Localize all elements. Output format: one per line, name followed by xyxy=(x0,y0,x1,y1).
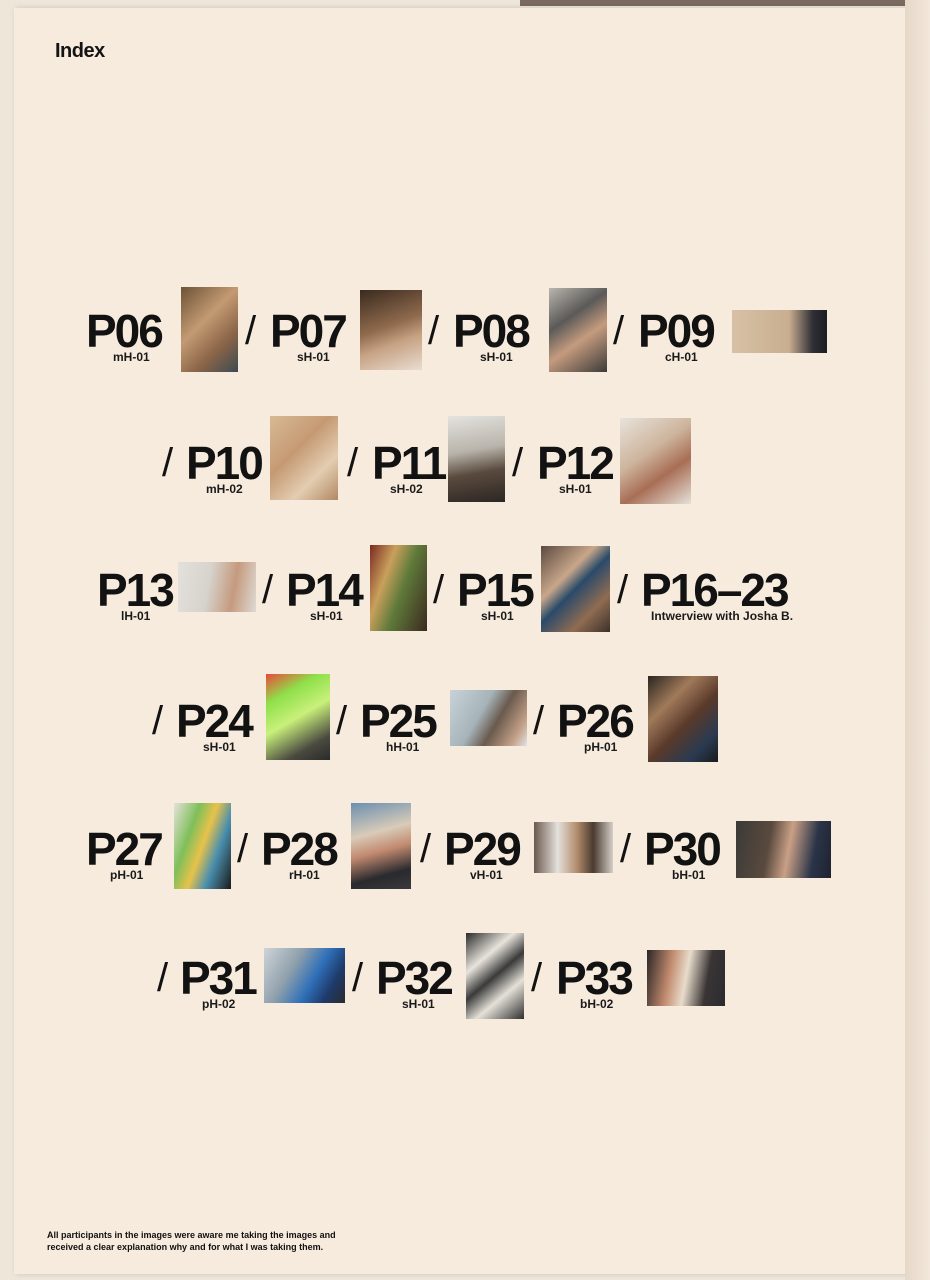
thumbnail-image xyxy=(450,690,527,746)
separator-slash: / xyxy=(512,441,524,485)
page-number: P10 xyxy=(186,437,264,489)
photo-code: sH-01 xyxy=(297,350,330,364)
thumbnail-image xyxy=(370,545,427,631)
thumbnail-image xyxy=(351,803,411,889)
thumbnail-image xyxy=(534,822,613,873)
thumbnail-image xyxy=(270,416,338,500)
photo-code: hH-01 xyxy=(386,740,420,754)
page-edge xyxy=(905,0,930,1280)
page-number: P15 xyxy=(457,564,535,616)
thumbnail-image xyxy=(181,287,238,372)
separator-slash: / xyxy=(433,568,445,612)
thumbnail-image xyxy=(448,416,505,502)
thumbnail-image xyxy=(647,950,725,1006)
page-number: P24 xyxy=(176,695,254,747)
photo-code: sH-01 xyxy=(203,740,236,754)
thumbnail-image xyxy=(266,674,330,760)
separator-slash: / xyxy=(613,309,625,353)
photo-code: sH-01 xyxy=(559,482,592,496)
thumbnail-image xyxy=(466,933,524,1019)
separator-slash: / xyxy=(152,699,164,743)
photo-code: pH-01 xyxy=(110,868,144,882)
thumbnail-image xyxy=(732,310,827,353)
separator-slash: / xyxy=(428,309,440,353)
separator-slash: / xyxy=(352,956,364,1000)
thumbnail-image xyxy=(178,562,256,612)
photo-code: rH-01 xyxy=(289,868,320,882)
page-number: P08 xyxy=(453,305,531,357)
separator-slash: / xyxy=(620,827,632,871)
page-number: P26 xyxy=(557,695,635,747)
separator-slash: / xyxy=(347,441,359,485)
thumbnail-image xyxy=(264,948,345,1003)
page-number: P06 xyxy=(86,305,164,357)
page-number: P12 xyxy=(537,437,615,489)
page-number: P30 xyxy=(644,823,722,875)
thumbnail-image xyxy=(174,803,231,889)
photo-code: sH-01 xyxy=(480,350,513,364)
separator-slash: / xyxy=(162,441,174,485)
page-number: P27 xyxy=(86,823,164,875)
thumbnail-image xyxy=(549,288,607,372)
thumbnail-image xyxy=(541,546,610,632)
page-number: P28 xyxy=(261,823,339,875)
footnote: All participants in the images were awar… xyxy=(47,1229,407,1253)
page-number: P11 xyxy=(372,437,447,489)
photo-code: vH-01 xyxy=(470,868,503,882)
separator-slash: / xyxy=(617,568,629,612)
photo-code: sH-02 xyxy=(390,482,423,496)
thumbnail-image xyxy=(736,821,831,878)
page-number: P29 xyxy=(444,823,522,875)
photo-code: pH-02 xyxy=(202,997,236,1011)
page-number: P14 xyxy=(286,564,364,616)
separator-slash: / xyxy=(533,699,545,743)
photo-code: cH-01 xyxy=(665,350,698,364)
page-title: Index xyxy=(55,40,105,62)
photo-code: bH-01 xyxy=(672,868,706,882)
photo-code: sH-01 xyxy=(310,609,343,623)
page-number: P32 xyxy=(376,952,454,1004)
page-number: P07 xyxy=(270,305,348,357)
separator-slash: / xyxy=(420,827,432,871)
separator-slash: / xyxy=(336,699,348,743)
page-number: P25 xyxy=(360,695,438,747)
photo-code: bH-02 xyxy=(580,997,614,1011)
thumbnail-image xyxy=(648,676,718,762)
page-top-shadow xyxy=(520,0,930,6)
photo-code: sH-01 xyxy=(481,609,514,623)
thumbnail-image xyxy=(360,290,422,370)
separator-slash: / xyxy=(157,956,169,1000)
photo-code: mH-02 xyxy=(206,482,243,496)
page-number: P09 xyxy=(638,305,716,357)
separator-slash: / xyxy=(262,568,274,612)
footnote-line: All participants in the images were awar… xyxy=(47,1230,336,1240)
photo-code: sH-01 xyxy=(402,997,435,1011)
page-number: P16–23 xyxy=(641,564,790,616)
separator-slash: / xyxy=(237,827,249,871)
photo-code: pH-01 xyxy=(584,740,618,754)
photo-code: mH-01 xyxy=(113,350,150,364)
page-number: P31 xyxy=(180,952,258,1004)
separator-slash: / xyxy=(531,956,543,1000)
photo-code: lH-01 xyxy=(121,609,151,623)
page-number: P13 xyxy=(97,564,175,616)
footnote-line: received a clear explanation why and for… xyxy=(47,1242,324,1252)
separator-slash: / xyxy=(245,309,257,353)
thumbnail-image xyxy=(620,418,691,504)
photo-code: Intwerview with Josha B. xyxy=(651,609,794,623)
page-number: P33 xyxy=(556,952,634,1004)
index-page xyxy=(14,8,914,1274)
